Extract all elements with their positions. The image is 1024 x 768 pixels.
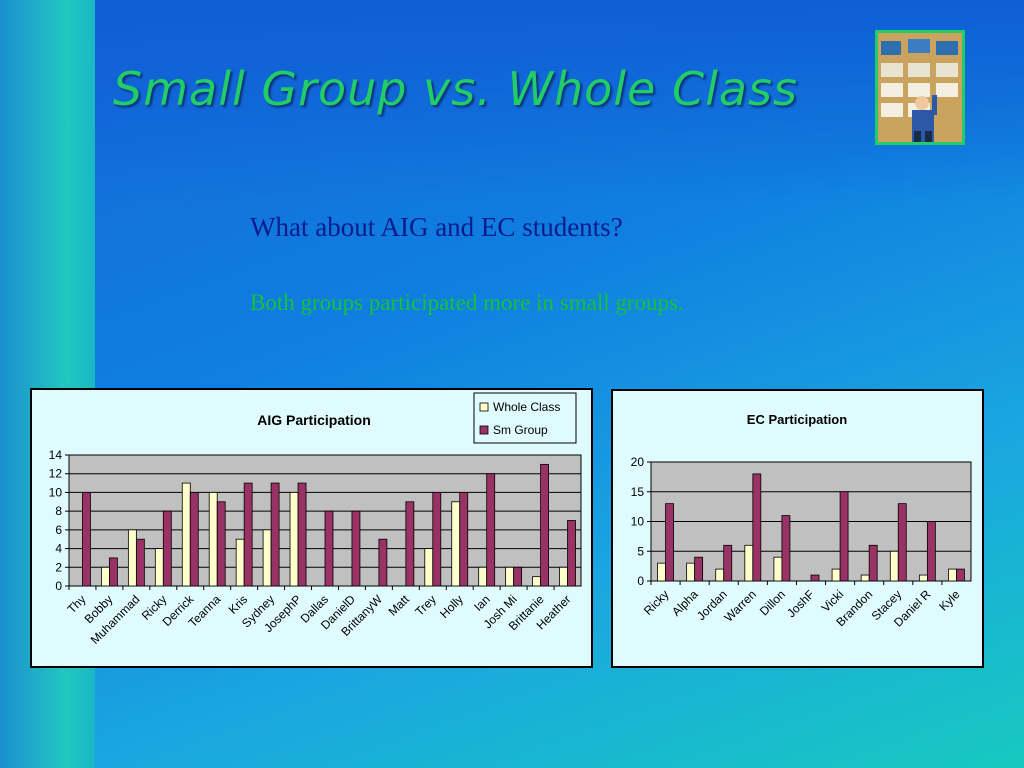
bar-whole-class	[860, 574, 870, 582]
bar-sm-group	[135, 538, 145, 587]
legend-label: Whole Class	[493, 400, 560, 414]
bar-sm-group	[243, 482, 253, 587]
y-tick-label: 8	[55, 504, 62, 518]
bar-whole-class	[773, 556, 783, 582]
aig-participation-chart: AIG Participation 0 2 4 6 8 10 12 14 Thy Bobby Muha…	[30, 388, 593, 668]
bar-sm-group	[723, 544, 733, 582]
x-tick-label: Matt	[386, 592, 413, 619]
bar-whole-class	[289, 492, 299, 587]
bar-sm-group	[956, 568, 965, 582]
bar-sm-group	[109, 557, 118, 587]
y-tick-label: 10	[631, 515, 645, 529]
bar-whole-class	[657, 562, 666, 582]
y-tick-label: 0	[637, 574, 644, 588]
finding-note: Both groups participated more in small g…	[250, 290, 684, 315]
bar-sm-group	[216, 501, 226, 587]
bar-sm-group	[694, 556, 704, 582]
bar-sm-group	[162, 510, 172, 587]
bar-sm-group	[839, 491, 849, 582]
bar-whole-class	[101, 566, 110, 587]
y-tick-label: 5	[637, 544, 644, 558]
x-tick-label: Dillon	[757, 587, 788, 618]
y-tick-label: 4	[55, 542, 62, 556]
bar-whole-class	[505, 566, 515, 587]
y-tick-label: 10	[49, 485, 63, 499]
bar-sm-group	[540, 463, 549, 587]
bar-sm-group	[324, 510, 334, 587]
x-tick-label: Holly	[437, 592, 466, 621]
bar-sm-group	[486, 473, 496, 587]
subtitle: What about AIG and EC students?	[250, 212, 623, 242]
bar-sm-group	[513, 566, 523, 587]
legend-label: Sm Group	[493, 423, 548, 437]
y-tick-label: 15	[631, 485, 645, 499]
legend-swatch	[479, 425, 489, 435]
y-tick-label: 20	[631, 455, 645, 469]
bar-sm-group	[82, 492, 91, 587]
y-tick-label: 0	[55, 579, 62, 593]
bar-whole-class	[208, 492, 218, 587]
bar-whole-class	[918, 574, 928, 582]
y-tick-label: 2	[55, 560, 62, 574]
bar-sm-group	[351, 510, 361, 587]
bar-sm-group	[752, 473, 762, 582]
bar-whole-class	[889, 550, 899, 582]
legend-swatch	[479, 402, 489, 412]
bar-whole-class	[744, 544, 754, 582]
bar-sm-group	[897, 503, 907, 582]
bar-sm-group	[926, 521, 936, 582]
x-tick-label: Kyle	[936, 587, 963, 614]
bar-whole-class	[559, 566, 568, 587]
x-tick-label: Warren	[722, 587, 759, 624]
classroom-photo	[875, 30, 965, 145]
legend	[473, 392, 577, 444]
bar-sm-group	[665, 503, 674, 582]
y-tick-label: 12	[49, 467, 63, 481]
bar-sm-group	[189, 492, 199, 587]
slide-title: Small Group vs. Whole Class	[113, 62, 798, 116]
y-tick-label: 6	[55, 523, 62, 537]
bar-whole-class	[686, 562, 696, 582]
bar-whole-class	[154, 548, 164, 587]
x-tick-label: JoshF	[784, 587, 817, 620]
bar-sm-group	[781, 515, 791, 582]
x-tick-label: Trey	[412, 592, 439, 619]
bar-sm-group	[378, 538, 388, 587]
bar-whole-class	[831, 568, 841, 582]
x-tick-label: Ricky	[641, 587, 672, 618]
bar-sm-group	[567, 520, 576, 587]
bar-whole-class	[478, 566, 488, 587]
bar-whole-class	[262, 529, 272, 587]
chart-title: EC Participation	[747, 412, 847, 427]
ec-participation-chart: EC Participation 0 5 10 15 20 Ricky Alpha Jordan…	[611, 389, 984, 668]
x-tick-label: Ian	[471, 592, 493, 614]
bar-whole-class	[235, 538, 245, 587]
chart-title: AIG Participation	[257, 412, 371, 428]
header-band	[95, 0, 1024, 200]
bar-whole-class	[532, 576, 541, 587]
y-tick-label: 14	[49, 448, 63, 462]
bar-whole-class	[948, 568, 957, 582]
bar-sm-group	[810, 574, 820, 582]
bar-whole-class	[451, 501, 461, 587]
bar-sm-group	[270, 482, 280, 587]
bar-sm-group	[432, 492, 442, 587]
bar-whole-class	[181, 482, 191, 587]
bar-sm-group	[459, 492, 469, 587]
bar-whole-class	[424, 548, 434, 587]
bar-whole-class	[715, 568, 725, 582]
bar-whole-class	[127, 529, 137, 587]
bar-sm-group	[405, 501, 415, 587]
bar-sm-group	[868, 544, 878, 582]
bar-sm-group	[297, 482, 307, 587]
